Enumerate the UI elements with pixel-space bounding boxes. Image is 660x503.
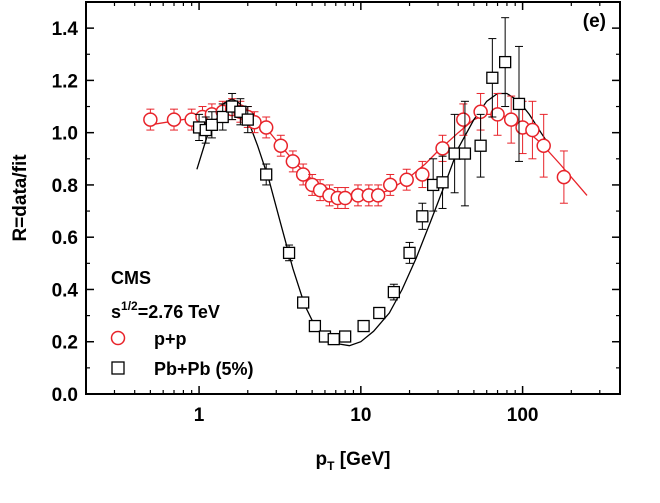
energy-rest: =2.76 TeV [138, 302, 220, 322]
point-pp [166, 112, 182, 127]
x-tick-label: 10 [350, 405, 371, 426]
energy-label: s1/2=2.76 TeV [111, 299, 220, 322]
energy-exponent: 1/2 [121, 299, 138, 313]
point-pbpb [373, 306, 386, 320]
point-pbpb [205, 118, 219, 131]
point-pp [399, 172, 414, 187]
point-pbpb [499, 55, 512, 69]
legend-label-pbpb: Pb+Pb (5%) [154, 359, 254, 379]
x-axis-title-sub: T [327, 459, 335, 473]
y-tick-label: 0.2 [52, 333, 78, 354]
legend-marker-pbpb [111, 361, 125, 375]
point-pbpb [448, 147, 461, 160]
point-pp [295, 167, 311, 182]
y-tick-label: 1.4 [52, 19, 79, 40]
point-pbpb [357, 319, 370, 333]
experiment-label: CMS [111, 268, 151, 288]
point-pp [383, 177, 398, 193]
point-pp [503, 112, 519, 127]
point-pbpb [416, 210, 429, 223]
legend: p+p Pb+Pb (5%) [110, 329, 254, 379]
point-pp [456, 112, 471, 127]
y-tick-label: 1.0 [52, 124, 78, 145]
x-tick-label: 100 [507, 405, 539, 426]
x-axis-title: pT [GeV] [316, 449, 391, 473]
point-pp [143, 112, 158, 127]
point-pbpb [216, 110, 229, 124]
point-pbpb [339, 330, 352, 343]
point-pp [273, 138, 289, 153]
point-pbpb [486, 71, 499, 84]
y-tick-labels: 0.0 0.2 0.4 0.6 0.8 1.0 1.2 1.4 [52, 19, 79, 406]
point-pp [258, 120, 274, 135]
x-tick-labels: 1 10 100 [194, 405, 539, 426]
point-pp [337, 190, 353, 206]
legend-label-pp: p+p [154, 329, 187, 349]
point-pbpb [512, 97, 526, 111]
point-pbpb [297, 296, 310, 309]
point-pbpb [241, 113, 254, 126]
point-pbpb [327, 332, 340, 346]
y-tick-label: 0.4 [52, 280, 79, 301]
x-tick-label: 1 [194, 405, 205, 426]
fit-curve-pbpb [196, 92, 547, 347]
data-points [143, 17, 572, 346]
point-pbpb [282, 246, 296, 260]
x-axis-title-main: p [316, 449, 328, 470]
point-pp [415, 167, 430, 182]
panel-label: (e) [583, 11, 606, 32]
point-pbpb [260, 168, 273, 181]
point-pbpb [458, 147, 472, 160]
axis-ticks [86, 1, 620, 395]
point-pp [525, 122, 540, 138]
point-pbpb [403, 246, 416, 260]
point-pp [285, 154, 301, 169]
y-tick-label: 1.2 [52, 71, 78, 92]
y-tick-label: 0.0 [52, 385, 78, 406]
point-pp [370, 188, 386, 203]
point-pp [556, 169, 572, 185]
legend-marker-pp [110, 330, 126, 346]
point-pbpb [234, 105, 247, 118]
point-pp [536, 138, 551, 153]
point-pp [435, 141, 450, 156]
y-tick-label: 0.6 [52, 228, 78, 249]
x-axis-title-rest: [GeV] [335, 449, 391, 470]
point-pbpb [474, 139, 487, 152]
point-pbpb [308, 319, 322, 333]
energy-base: s [111, 302, 121, 322]
y-tick-label: 0.8 [52, 176, 78, 197]
point-pbpb [387, 285, 401, 299]
y-axis-title: R=data/fit [10, 154, 31, 242]
point-pp [490, 107, 505, 122]
point-pbpb [436, 176, 449, 189]
